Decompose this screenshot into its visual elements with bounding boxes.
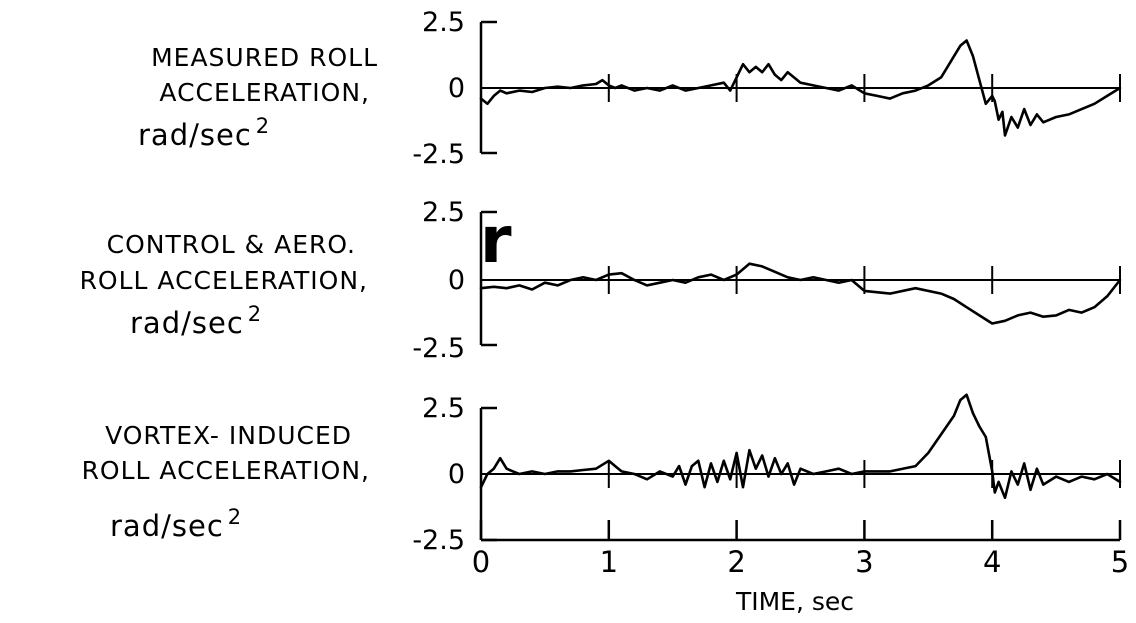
x-axis-tick-label-2: 2 [727,545,745,579]
panel-1-y-tick-label: 0 [448,73,465,104]
x-axis-label: TIME, sec [735,587,854,616]
panel-3-y-tick-label: 0 [448,459,465,490]
panel-1-unit: rad/sec 2 [138,114,270,152]
panel-3-y-tick-label: 2.5 [422,393,465,424]
panel-3-series-line [479,393,1122,500]
panel-2-y-tick-label: -2.5 [412,333,465,364]
x-axis-tick-label-0: 0 [472,545,490,579]
panel-1-label-line-2: ACCELERATION, [159,78,370,107]
panel-2-label-line-1: CONTROL & AERO. [107,230,356,259]
panel-2-unit: rad/sec 2 [130,302,262,340]
x-axis-tick-label-4: 4 [983,545,1001,579]
panel-1-series-line [479,39,1122,137]
panel-1-y-tick-label: -2.5 [412,139,465,170]
x-axis-tick-label-5: 5 [1111,545,1129,579]
panel-3-unit: rad/sec 2 [110,505,242,543]
panel-3-label-line-2: ROLL ACCELERATION, [82,456,370,485]
panel-2-series-line [479,262,1122,325]
panel-1-y-tick-label: 2.5 [422,7,465,38]
panel-2-label-line-2: ROLL ACCELERATION, [80,266,368,295]
panel-2-annotation-r: r [480,204,512,278]
panel-2-y-tick-label: 0 [448,265,465,296]
panel-2-y-tick-label: 2.5 [422,197,465,228]
panel-1-label-line-1: MEASURED ROLL [151,43,378,72]
panel-3-y-tick-label: -2.5 [412,525,465,556]
x-axis-tick-label-3: 3 [855,545,873,579]
plot-area: 2.50-2.52.50-2.52.50-2.50 1 2 3 4 5 [412,7,1129,579]
panel-3-label-line-1: VORTEX- INDUCED [105,421,352,450]
x-axis-tick-label-1: 1 [600,545,618,579]
